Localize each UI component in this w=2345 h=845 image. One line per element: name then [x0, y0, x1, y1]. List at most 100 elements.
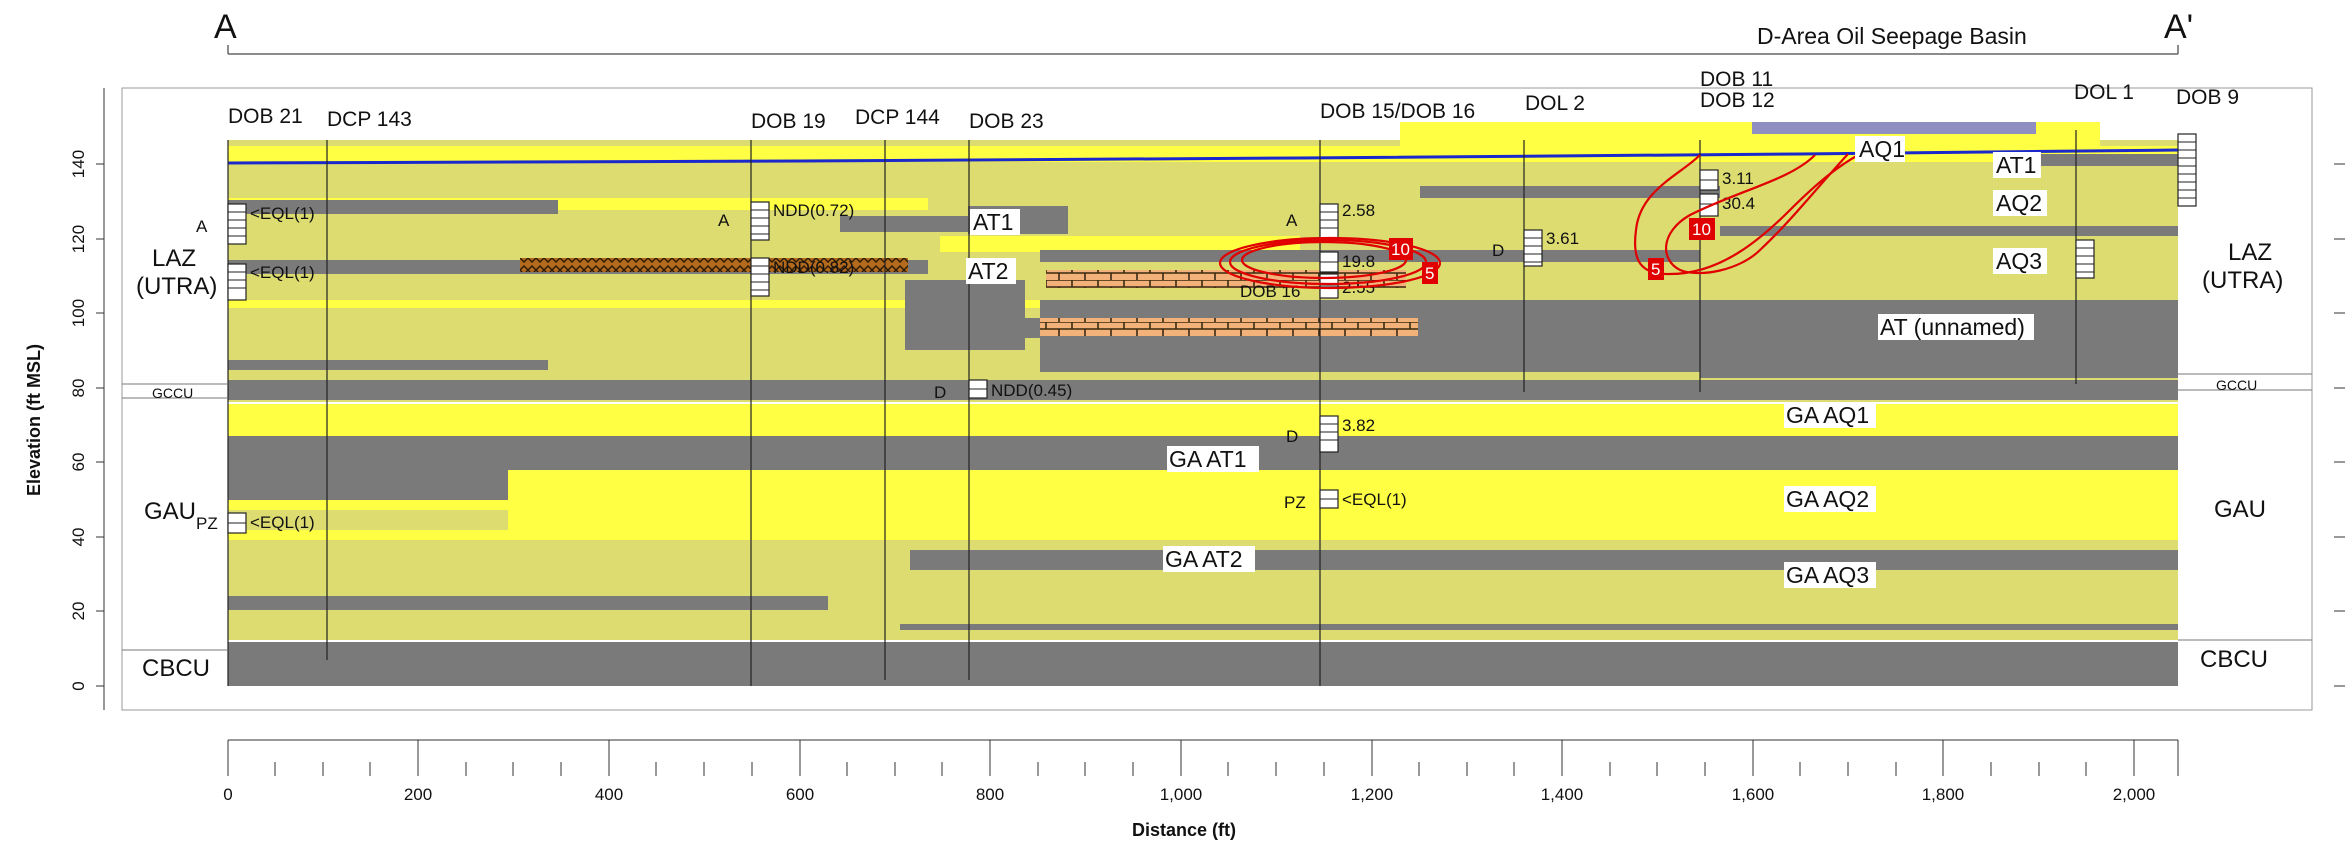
screen-value: <EQL(1) — [1342, 490, 1407, 509]
y-tick: 0 — [69, 681, 88, 690]
concentration-contours — [1218, 153, 1861, 290]
screen-letter: PZ — [196, 514, 218, 533]
cbcu-clay — [228, 642, 2178, 686]
y-axis: Elevation (ft MSL) 0 20 40 60 80 100 120… — [24, 88, 2345, 710]
layer-label-at2: AT2 — [968, 258, 1008, 284]
layer-label-ga-at1: GA AT1 — [1169, 446, 1247, 472]
screen-letter: A — [196, 217, 208, 236]
y-tick: 40 — [69, 528, 88, 547]
well-label: DCP 144 — [855, 106, 940, 129]
y-axis-title: Elevation (ft MSL) — [24, 344, 44, 496]
well-labels: DOB 21 DCP 143 DOB 19 DCP 144 DOB 23 DOB… — [228, 68, 2239, 133]
basin-label: D-Area Oil Seepage Basin — [1757, 23, 2027, 49]
svg-text:10: 10 — [1391, 240, 1410, 259]
screen-value: 30.4 — [1722, 194, 1755, 213]
svg-text:10: 10 — [1692, 220, 1711, 239]
screen-letter: D — [1286, 427, 1298, 446]
y-tick: 120 — [69, 225, 88, 253]
screen-value: 19.8 — [1342, 252, 1375, 271]
x-tick: 1,400 — [1541, 785, 1584, 804]
screen-value: NDD(0.45) — [991, 381, 1072, 400]
screen-letter: A — [718, 211, 730, 230]
layer-label-at1: AT1 — [1996, 152, 2036, 178]
layer-label-aq3: AQ3 — [1996, 248, 2042, 274]
y-tick: 100 — [69, 299, 88, 327]
y-tick: 140 — [69, 150, 88, 178]
unit-cbcu: CBCU — [142, 655, 210, 682]
layer-label-at1-left: AT1 — [973, 209, 1013, 235]
screen-letter: D — [934, 383, 946, 402]
y-tick: 80 — [69, 379, 88, 398]
layer-label-ga-aq1: GA AQ1 — [1786, 402, 1869, 428]
section-line-top — [227, 45, 2179, 55]
layer-label-aq2: AQ2 — [1996, 190, 2042, 216]
plot-frame — [121, 87, 2313, 711]
x-tick: 800 — [976, 785, 1004, 804]
unit-laz: LAZ — [2228, 239, 2272, 266]
svg-text:5: 5 — [1425, 264, 1434, 283]
units-right: LAZ (UTRA) GCCU GAU CBCU — [2178, 239, 2312, 673]
y-tick: 20 — [69, 602, 88, 621]
ga-at2-clay — [910, 550, 2178, 570]
unit-gccu: GCCU — [152, 385, 193, 401]
well-label: DOB 23 — [969, 110, 1044, 133]
unit-gau: GAU — [2214, 496, 2266, 523]
layer-label-at-unnamed: AT (unnamed) — [1880, 314, 2025, 340]
layer-labels: AQ1 AT1 AQ2 AQ3 AT (unnamed) AT1 AT2 GA … — [966, 136, 2047, 588]
svg-text:5: 5 — [1651, 260, 1660, 279]
organic-lens — [520, 258, 908, 272]
layer-label-ga-at2: GA AT2 — [1165, 546, 1243, 572]
calcareous-lens-lower — [1040, 318, 1418, 336]
x-tick: 1,200 — [1351, 785, 1394, 804]
well-label: DOB 11 — [1700, 68, 1773, 91]
screen-value: NDD(0.82) — [773, 258, 854, 277]
x-tick: 400 — [595, 785, 623, 804]
unit-laz: LAZ — [152, 245, 196, 272]
water-table-line — [227, 148, 2179, 165]
layer-label-ga-aq3: GA AQ3 — [1786, 562, 1869, 588]
layer-label-aq1: AQ1 — [1859, 136, 1905, 162]
units-left: LAZ (UTRA) GCCU GAU CBCU — [122, 245, 228, 682]
screen-value: NDD(0.72) — [773, 201, 854, 220]
contour-labels: 10 5 10 5 — [1389, 218, 1715, 284]
well-label: DOB 9 — [2176, 86, 2239, 109]
oil-seepage-basin — [1752, 122, 2036, 134]
well-label: DOB 19 — [751, 110, 826, 133]
screen-letter: PZ — [1284, 493, 1306, 512]
unit-utra: (UTRA) — [136, 273, 217, 300]
x-axis-title: Distance (ft) — [1132, 820, 1236, 840]
ga-aq1-sand — [228, 404, 2178, 436]
well-label: DCP 143 — [327, 108, 412, 131]
screen-value: <EQL(1) — [250, 513, 315, 532]
screen-letter: D — [1492, 241, 1504, 260]
x-tick: 200 — [404, 785, 432, 804]
screen-values: A <EQL(1) <EQL(1) PZ <EQL(1) A NDD(0.72)… — [196, 169, 1755, 533]
unit-cbcu: CBCU — [2200, 646, 2268, 673]
screen-value: <EQL(1) — [250, 263, 315, 282]
screen-value: 3.82 — [1342, 416, 1375, 435]
screen-stripes — [228, 141, 2196, 524]
section-start-label: A — [214, 8, 237, 46]
x-tick: 600 — [786, 785, 814, 804]
well-label: DOB 12 — [1700, 89, 1775, 112]
unit-utra: (UTRA) — [2202, 267, 2283, 294]
well-label: DOB 15/DOB 16 — [1320, 100, 1475, 123]
gccu-clay — [228, 380, 2178, 400]
x-tick: 1,800 — [1922, 785, 1965, 804]
x-tick: 2,000 — [2113, 785, 2156, 804]
layer-label-ga-aq2: GA AQ2 — [1786, 486, 1869, 512]
screen-value: 3.61 — [1546, 229, 1579, 248]
unit-gau: GAU — [144, 498, 196, 525]
well-label: DOL 2 — [1525, 92, 1585, 115]
unit-gccu: GCCU — [2216, 377, 2257, 393]
geologic-layers — [228, 122, 2178, 686]
well-label: DOB 21 — [228, 105, 303, 128]
screen-value: <EQL(1) — [250, 204, 315, 223]
x-tick: 1,000 — [1160, 785, 1203, 804]
x-tick: 0 — [223, 785, 232, 804]
section-end-label: A' — [2164, 8, 2193, 46]
screen-value: 2.58 — [1342, 201, 1375, 220]
screen-value: 3.11 — [1722, 169, 1754, 188]
x-axis: 0 200 400 600 800 1,000 1,200 1,400 1,60… — [223, 739, 2179, 840]
